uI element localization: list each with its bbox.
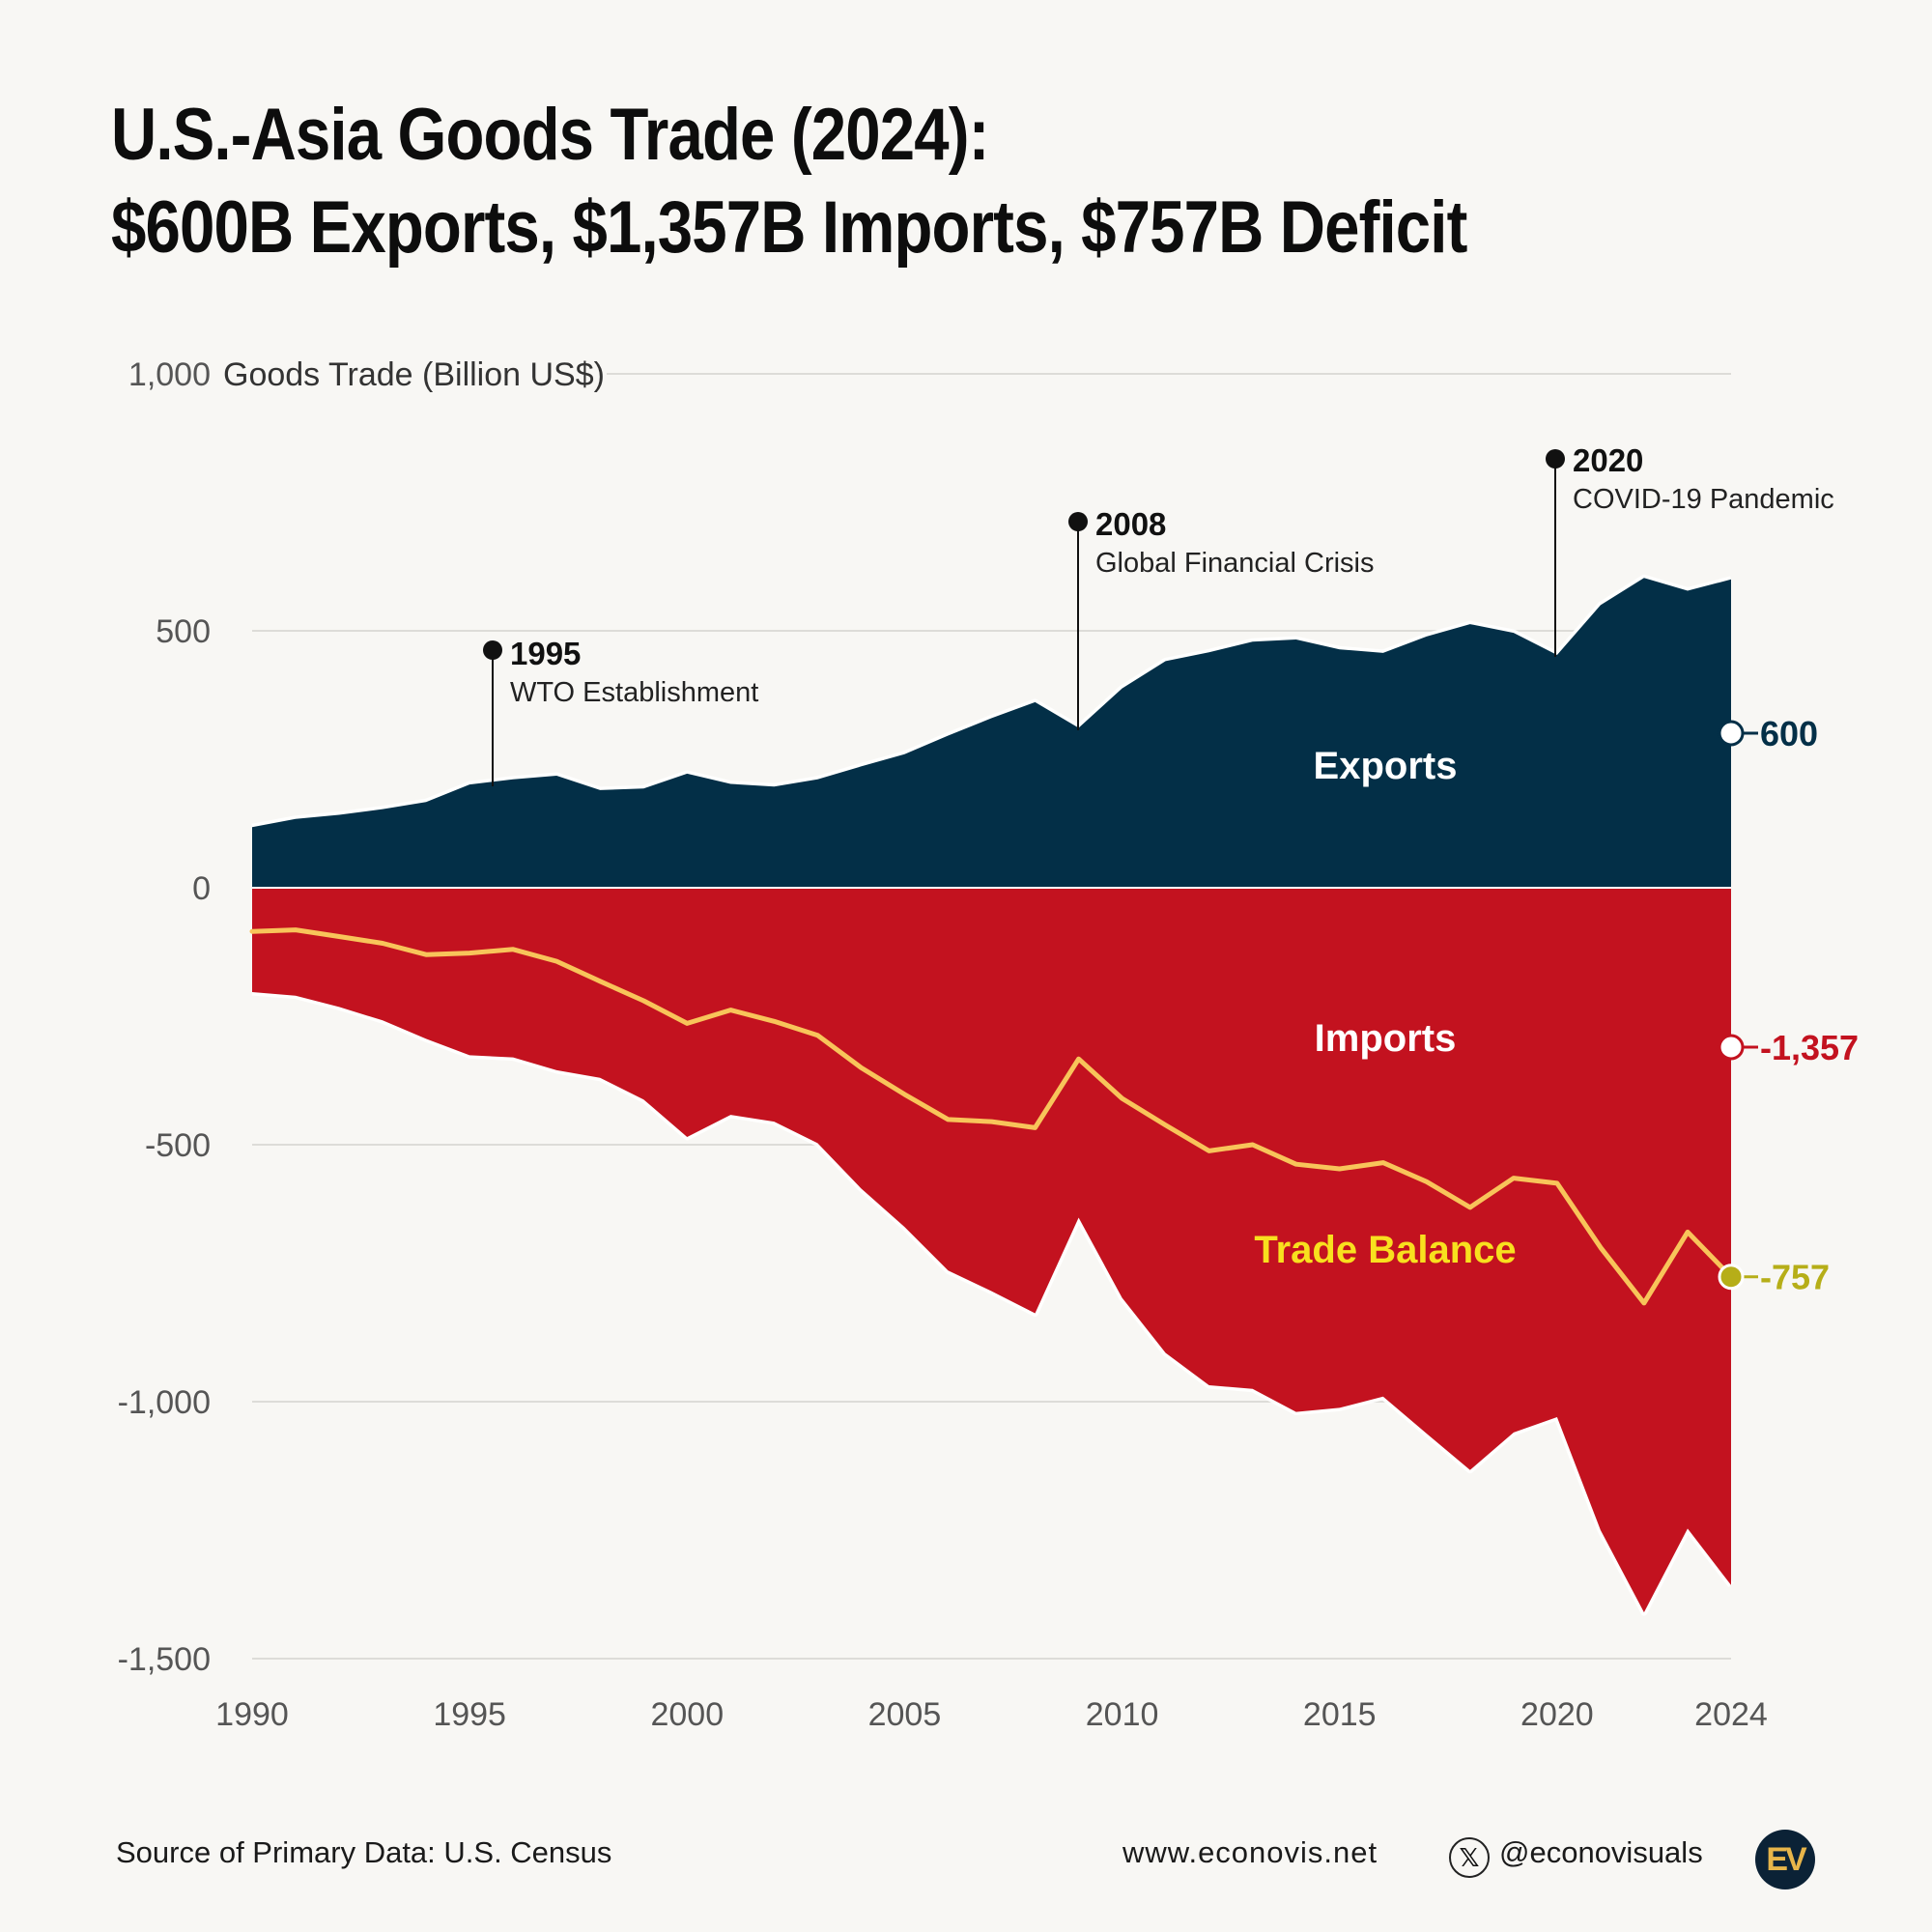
annotation-dot xyxy=(1068,512,1088,531)
y-tick-label: -500 xyxy=(145,1127,211,1164)
trade-balance-line xyxy=(249,927,1734,1306)
imports-end-marker xyxy=(1718,1034,1745,1061)
annotation-text: WTO Establishment xyxy=(510,677,758,708)
x-tick-label: 2024 xyxy=(1694,1696,1768,1733)
chart-areas xyxy=(249,574,1734,1616)
x-tick-label: 2000 xyxy=(650,1696,724,1733)
annotation-text: COVID-19 Pandemic xyxy=(1573,484,1834,515)
y-tick-label: 500 xyxy=(156,613,211,650)
social-handle[interactable]: @econovisuals xyxy=(1499,1835,1703,1869)
x-tick-label: 2015 xyxy=(1303,1696,1377,1733)
annotation-year: 2020 xyxy=(1573,442,1643,478)
exports-label: Exports xyxy=(1314,745,1458,787)
annotation-year: 2008 xyxy=(1095,506,1166,542)
exports-area xyxy=(252,578,1731,888)
chart-title-line2: $600B Exports, $1,357B Imports, $757B De… xyxy=(111,186,1467,269)
annotation-year: 1995 xyxy=(510,636,581,671)
chart-title-line1: U.S.-Asia Goods Trade (2024): xyxy=(111,94,989,176)
chart-title: U.S.-Asia Goods Trade (2024): $600B Expo… xyxy=(111,89,1467,274)
econovis-logo-icon: EV xyxy=(1755,1830,1815,1889)
exports-end-value: 600 xyxy=(1760,714,1818,753)
annotation-text: Global Financial Crisis xyxy=(1095,548,1375,579)
chart-labels: 1,000 500 0 -500 -1,000 -1,500 Goods Trade (Bi… xyxy=(118,356,1859,1733)
imports-area xyxy=(252,888,1731,1613)
annotation-dot xyxy=(1546,449,1565,469)
annotation-dot xyxy=(483,640,502,660)
x-tick-label: 2020 xyxy=(1520,1696,1594,1733)
y-tick-label: 0 xyxy=(192,870,211,907)
imports-label: Imports xyxy=(1315,1017,1457,1060)
annotations: 1995 WTO Establishment 2008 Global Financia… xyxy=(483,442,1834,786)
balance-end-value: -757 xyxy=(1760,1258,1830,1297)
y-axis-title: Goods Trade (Billion US$) xyxy=(223,356,605,393)
balance-end-marker xyxy=(1718,1264,1745,1291)
imports-end-value: -1,357 xyxy=(1760,1028,1859,1067)
exports-end-marker xyxy=(1718,720,1745,747)
y-tick-label: -1,000 xyxy=(118,1384,211,1421)
source-note: Source of Primary Data: U.S. Census xyxy=(116,1835,612,1869)
website-link[interactable]: www.econovis.net xyxy=(1122,1835,1378,1869)
x-tick-label: 2005 xyxy=(868,1696,942,1733)
y-tick-label: -1,500 xyxy=(118,1641,211,1678)
x-logo-icon[interactable]: 𝕏 xyxy=(1449,1837,1490,1878)
x-tick-label: 1995 xyxy=(433,1696,506,1733)
y-tick-label: 1,000 xyxy=(128,356,211,393)
x-tick-label: 1990 xyxy=(215,1696,289,1733)
trade-balance-label: Trade Balance xyxy=(1254,1229,1516,1271)
x-tick-label: 2010 xyxy=(1086,1696,1159,1733)
